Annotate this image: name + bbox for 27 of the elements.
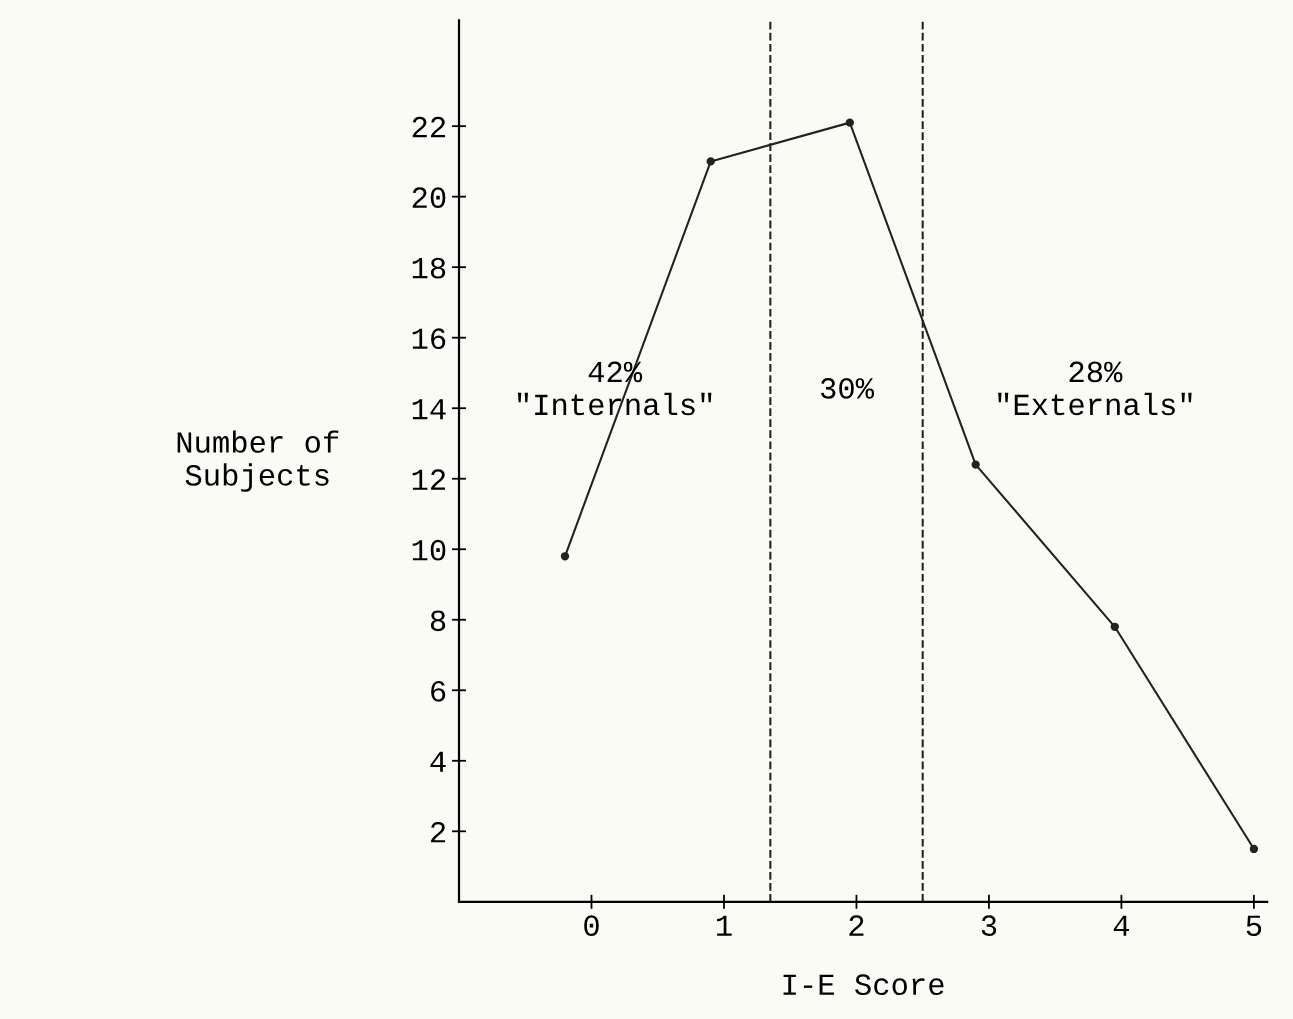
annotation: 30% xyxy=(820,378,875,399)
point xyxy=(560,552,570,561)
point xyxy=(971,460,980,469)
x-tick-label: 4 xyxy=(1113,915,1130,936)
x-tick-label: 0 xyxy=(584,915,599,937)
y-tick-label: 14 xyxy=(412,399,446,420)
y-tick-label: 8 xyxy=(430,610,446,632)
y-tick-label: 2 xyxy=(431,821,446,843)
y-tick-label: 12 xyxy=(412,469,446,490)
x-tick-label: 5 xyxy=(1246,915,1262,937)
y-tick-label: 6 xyxy=(431,680,446,702)
x-tick-label: 2 xyxy=(849,915,864,936)
annotation: 28% "Externals" xyxy=(998,361,1192,416)
point xyxy=(845,118,854,127)
x-axis-title: I-E Score xyxy=(783,974,944,996)
y-tick-label: 4 xyxy=(430,751,446,772)
x-tick-label: 1 xyxy=(717,915,732,936)
point xyxy=(706,157,715,166)
point xyxy=(1249,844,1259,854)
y-tick-label: 22 xyxy=(412,116,446,138)
y-axis-title: Number of Subjects xyxy=(177,430,339,492)
y-tick-label: 10 xyxy=(412,539,446,561)
point xyxy=(1110,622,1119,631)
y-tick-label: 16 xyxy=(412,328,446,350)
y-tick-label: 18 xyxy=(412,257,446,279)
y-tick-label: 20 xyxy=(412,187,446,209)
x-tick-label: 3 xyxy=(981,915,997,937)
